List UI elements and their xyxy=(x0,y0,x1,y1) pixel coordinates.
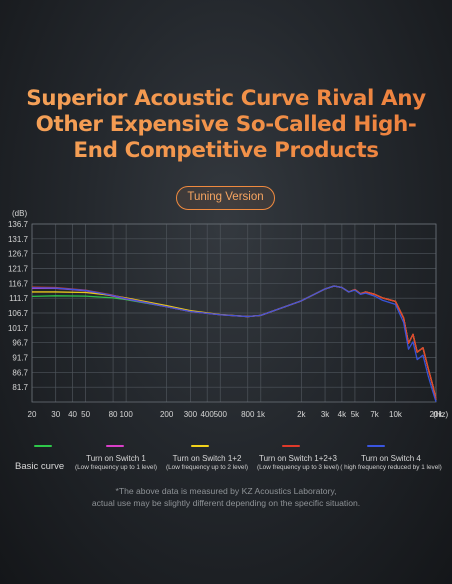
x-tick-label: 200 xyxy=(160,410,174,419)
x-axis-unit: (Hz) xyxy=(433,410,448,419)
y-tick-label: 86.7 xyxy=(12,368,28,377)
y-tick-label: 126.7 xyxy=(8,250,29,259)
x-tick-label: 2k xyxy=(297,410,306,419)
legend-label-switch-4: Turn on Switch 4 xyxy=(361,454,421,463)
y-tick-label: 136.7 xyxy=(8,220,29,229)
headline-line-2: Other Expensive So-Called High- xyxy=(0,112,452,138)
x-tick-label: 300 xyxy=(184,410,198,419)
plot-frame xyxy=(31,223,437,403)
headline-line-3: End Competitive Products xyxy=(0,138,452,164)
footnote: *The above data is measured by KZ Acoust… xyxy=(0,485,452,509)
legend-line-switch-1-2 xyxy=(191,445,209,447)
x-tick-label: 20k xyxy=(430,410,444,419)
legend-line-switch-1-2-3 xyxy=(282,445,300,447)
x-tick-label: 5k xyxy=(351,410,360,419)
x-tick-label: 500 xyxy=(214,410,228,419)
legend: Turn on Switch 1 (Low frequency up to 1 … xyxy=(0,440,452,480)
x-tick-label: 40 xyxy=(68,410,77,419)
x-tick-label: 100 xyxy=(119,410,133,419)
legend-line-switch-1 xyxy=(106,445,124,447)
y-tick-label: 81.7 xyxy=(12,383,28,392)
legend-line-basic xyxy=(34,445,52,447)
x-tick-label: 1k xyxy=(257,410,266,419)
headline-line-1: Superior Acoustic Curve Rival Any xyxy=(0,86,452,112)
y-tick-label: 116.7 xyxy=(9,279,29,288)
legend-sub-switch-1: (Low frequency up to 1 level) xyxy=(74,464,158,471)
series-line-5 xyxy=(31,285,437,402)
legend-label-switch-1: Turn on Switch 1 xyxy=(86,454,146,463)
tuning-version-badge: Tuning Version xyxy=(176,186,275,210)
x-tick-label: 50 xyxy=(81,410,90,419)
legend-label-switch-1-2-3: Turn on Switch 1+2+3 xyxy=(259,454,337,463)
x-tick-label: 20 xyxy=(28,410,37,419)
headline: Superior Acoustic Curve Rival Any Other … xyxy=(0,86,452,164)
legend-sub-switch-1-2-3: (Low frequency up to 3 level) xyxy=(256,464,340,471)
footnote-line-1: *The above data is measured by KZ Acoust… xyxy=(115,486,337,496)
x-tick-label: 7k xyxy=(370,410,379,419)
x-tick-label: 800 xyxy=(241,410,255,419)
legend-sub-switch-4: ( high frequency reduced by 1 level) xyxy=(340,464,442,471)
footnote-line-2: actual use may be slightly different dep… xyxy=(91,498,361,508)
legend-line-switch-4 xyxy=(367,445,385,447)
y-tick-label: 111.7 xyxy=(9,294,28,303)
legend-sub-switch-1-2: (Low frequency up to 2 level) xyxy=(165,464,249,471)
x-tick-label: 10k xyxy=(389,410,403,419)
y-tick-label: 101.7 xyxy=(8,324,29,333)
y-axis-unit: (dB) xyxy=(12,209,27,218)
x-tick-label: 30 xyxy=(51,410,60,419)
x-tick-label: 80 xyxy=(109,410,118,419)
x-tick-label: 3k xyxy=(321,410,330,419)
y-tick-label: 121.7 xyxy=(8,265,29,274)
legend-label-basic: Basic curve xyxy=(15,461,65,472)
y-tick-label: 96.7 xyxy=(12,339,28,348)
x-tick-label: 4k xyxy=(338,410,347,419)
y-tick-label: 91.7 xyxy=(12,354,28,363)
x-tick-label: 400 xyxy=(201,410,215,419)
legend-label-switch-1-2: Turn on Switch 1+2 xyxy=(172,454,242,463)
frequency-response-chart: 136.7 131.7 126.7 121.7 116.7 111.7 106.7 101.7… xyxy=(8,209,448,419)
y-tick-label: 131.7 xyxy=(8,235,29,244)
y-tick-label: 106.7 xyxy=(8,309,29,318)
